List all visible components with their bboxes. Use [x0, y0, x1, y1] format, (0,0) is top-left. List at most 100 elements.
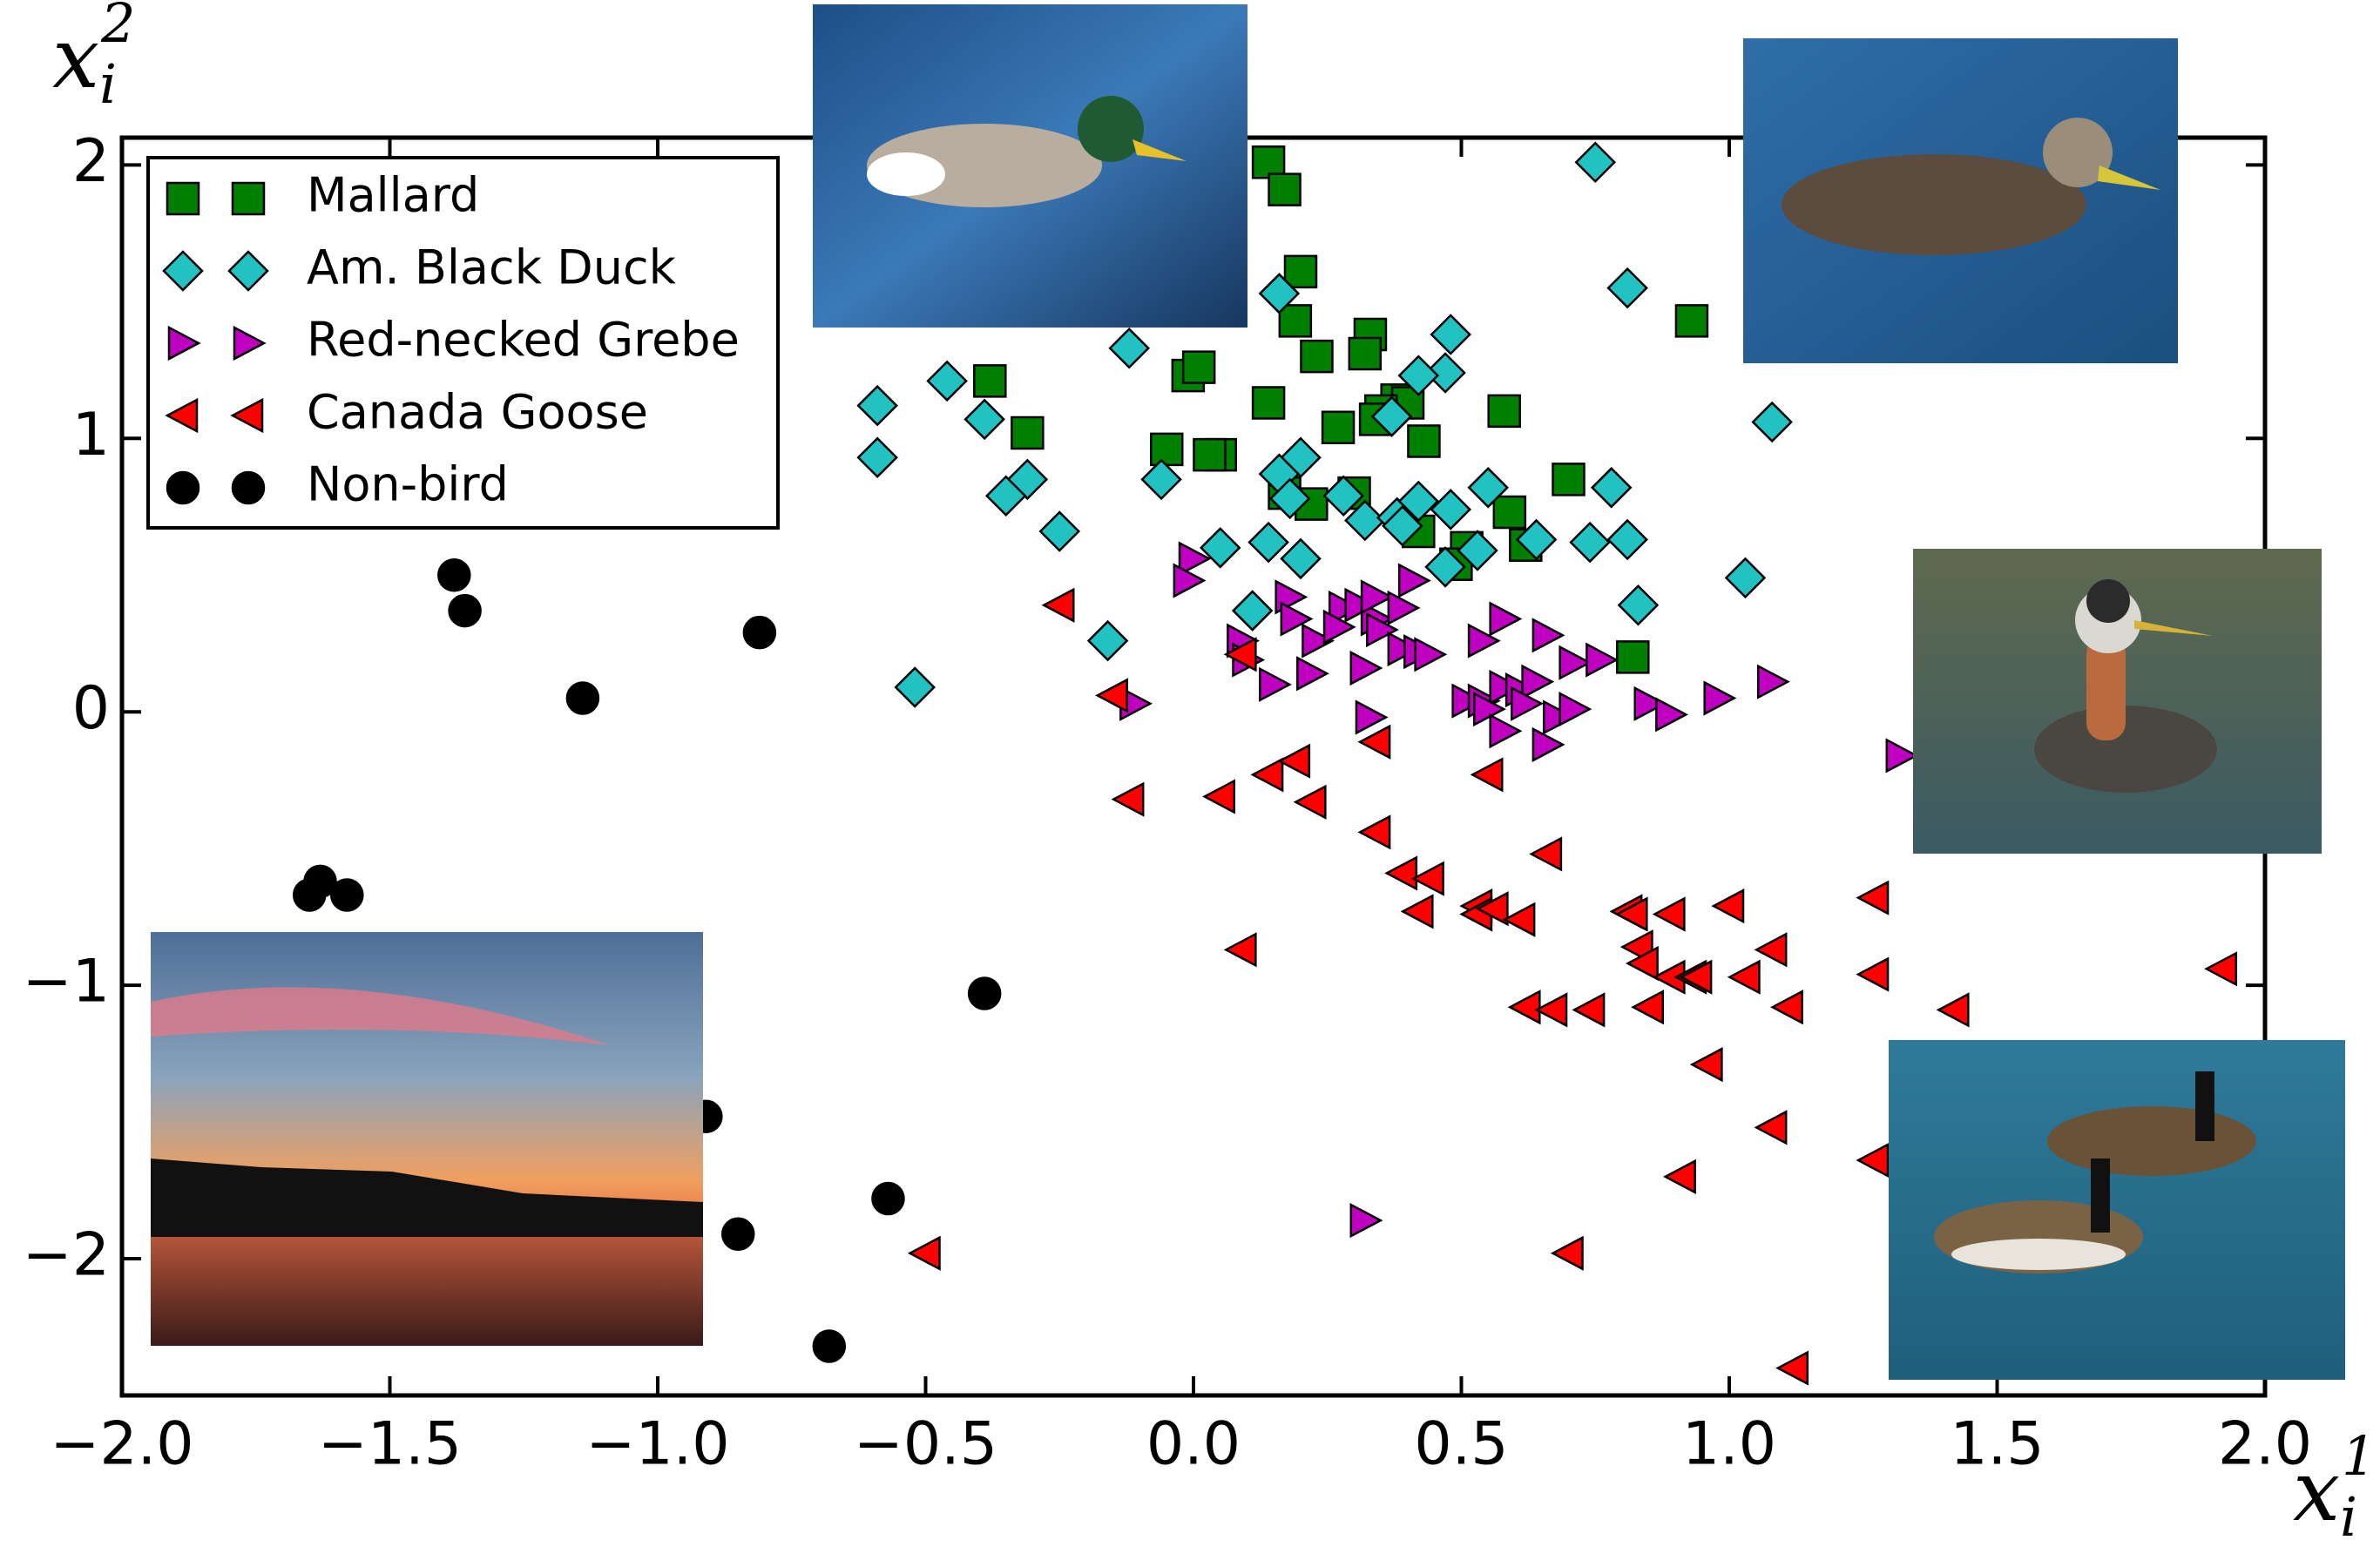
- point: [1268, 172, 1302, 206]
- point: [1552, 463, 1586, 497]
- point: [1111, 781, 1145, 817]
- point: [1489, 601, 1523, 637]
- point: [1268, 477, 1311, 520]
- y-axis-label-base: x: [52, 10, 99, 107]
- point: [1193, 437, 1227, 472]
- point: [1616, 640, 1650, 674]
- legend-marker: [167, 325, 201, 361]
- point: [1534, 992, 1568, 1028]
- point: [1247, 521, 1289, 564]
- x-tick-label: −0.5: [854, 1410, 997, 1479]
- point: [1703, 680, 1737, 716]
- point: [1280, 537, 1322, 580]
- x-tick-label: 0.0: [1146, 1410, 1241, 1479]
- x-axis-label: xi1: [2293, 1424, 2376, 1547]
- y-tick-label: 1: [72, 401, 110, 470]
- point: [1756, 664, 1790, 699]
- point: [1590, 467, 1633, 509]
- point: [742, 615, 777, 650]
- point: [1328, 590, 1362, 626]
- point: [1259, 666, 1292, 702]
- point: [1430, 314, 1471, 355]
- x-axis-label-base: x: [2293, 1442, 2340, 1540]
- y-axis-label: xi2: [52, 0, 135, 116]
- point: [926, 360, 968, 402]
- y-axis-label-sup: 2: [100, 0, 135, 55]
- point: [1258, 273, 1301, 314]
- point: [1507, 990, 1541, 1025]
- point: [1550, 1235, 1584, 1271]
- point: [1936, 992, 1970, 1028]
- point: [1467, 623, 1501, 659]
- point: [1302, 623, 1335, 659]
- point: [1574, 141, 1617, 184]
- point: [1502, 902, 1536, 937]
- point: [1410, 861, 1444, 896]
- point: [1856, 1142, 1890, 1179]
- point: [1296, 656, 1329, 692]
- point: [1633, 686, 1667, 721]
- point: [1322, 475, 1364, 517]
- point: [1631, 990, 1664, 1025]
- point: [1751, 401, 1793, 443]
- point: [1451, 683, 1485, 719]
- point: [1531, 618, 1565, 653]
- point: [1475, 891, 1509, 927]
- point: [1251, 386, 1286, 420]
- point: [1856, 956, 1890, 992]
- photo: [151, 932, 703, 1346]
- point: [1349, 650, 1383, 686]
- point: [1662, 1159, 1696, 1194]
- point: [1625, 945, 1659, 982]
- point: [1355, 699, 1389, 735]
- point: [1280, 601, 1314, 637]
- point: [1754, 932, 1788, 968]
- legend-marker: [233, 325, 267, 361]
- legend-label: Canada Goose: [307, 385, 648, 440]
- legend-marker: [230, 397, 264, 434]
- point: [1178, 541, 1212, 577]
- point: [1511, 686, 1544, 721]
- y-axis-label-sub: i: [99, 52, 117, 116]
- legend: Mallard Am. Black Duck Red-necked Grebe Can…: [146, 156, 780, 530]
- point: [1223, 637, 1257, 672]
- point: [1414, 637, 1448, 672]
- x-axis-label-sup: 1: [2342, 1424, 2376, 1488]
- point: [856, 436, 898, 479]
- point: [2204, 951, 2238, 987]
- y-tick-label: 2: [72, 127, 110, 196]
- point: [894, 666, 936, 708]
- point: [303, 864, 337, 899]
- point: [1614, 896, 1648, 932]
- point: [1542, 699, 1576, 735]
- point: [1357, 724, 1391, 760]
- point: [1775, 1350, 1809, 1386]
- point: [1293, 784, 1327, 820]
- point: [1487, 394, 1521, 429]
- x-tick-label: 1.0: [1682, 1410, 1776, 1479]
- photo: [813, 4, 1247, 328]
- point: [1674, 304, 1709, 338]
- point: [1348, 336, 1383, 371]
- point: [1400, 894, 1434, 929]
- point: [1357, 814, 1391, 850]
- point: [1856, 880, 1890, 915]
- x-tick-label: −2.0: [50, 1410, 193, 1479]
- point: [1277, 743, 1311, 779]
- point: [330, 878, 364, 912]
- point: [721, 1217, 755, 1252]
- point: [1467, 467, 1510, 509]
- legend-marker: [165, 397, 199, 434]
- point: [812, 1329, 847, 1363]
- legend-label: Red-necked Grebe: [307, 313, 740, 368]
- point: [1529, 836, 1563, 872]
- point: [1424, 352, 1466, 394]
- point: [1344, 499, 1386, 542]
- point: [1492, 495, 1527, 530]
- legend-marker: [227, 250, 269, 292]
- point: [1038, 510, 1081, 552]
- point: [1140, 458, 1182, 501]
- point: [1572, 992, 1606, 1028]
- point: [1769, 990, 1803, 1025]
- point: [1181, 350, 1216, 384]
